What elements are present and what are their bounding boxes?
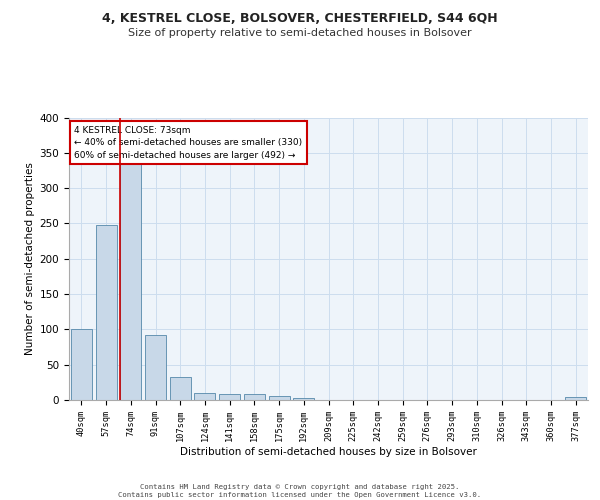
- Y-axis label: Number of semi-detached properties: Number of semi-detached properties: [25, 162, 35, 355]
- Text: 4, KESTREL CLOSE, BOLSOVER, CHESTERFIELD, S44 6QH: 4, KESTREL CLOSE, BOLSOVER, CHESTERFIELD…: [102, 12, 498, 26]
- Bar: [194, 393, 215, 400]
- X-axis label: Distribution of semi-detached houses by size in Bolsover: Distribution of semi-detached houses by …: [180, 447, 477, 457]
- Bar: [565, 397, 586, 400]
- Bar: [269, 396, 290, 400]
- Bar: [95, 225, 116, 400]
- Bar: [244, 394, 265, 400]
- Bar: [293, 398, 314, 400]
- Bar: [145, 335, 166, 400]
- Bar: [120, 164, 141, 400]
- Text: Contains HM Land Registry data © Crown copyright and database right 2025.
Contai: Contains HM Land Registry data © Crown c…: [118, 484, 482, 498]
- Bar: [170, 378, 191, 400]
- Text: 4 KESTREL CLOSE: 73sqm
← 40% of semi-detached houses are smaller (330)
60% of se: 4 KESTREL CLOSE: 73sqm ← 40% of semi-det…: [74, 126, 302, 160]
- Text: Size of property relative to semi-detached houses in Bolsover: Size of property relative to semi-detach…: [128, 28, 472, 38]
- Bar: [219, 394, 240, 400]
- Bar: [71, 330, 92, 400]
